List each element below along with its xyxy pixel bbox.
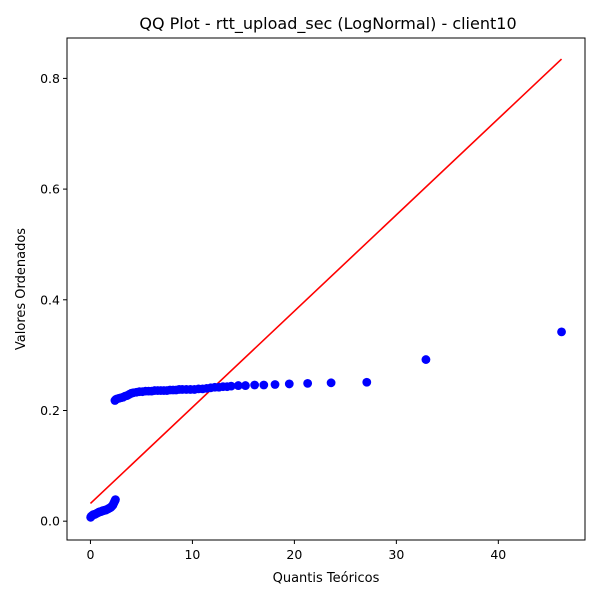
y-tick-label: 0.8 bbox=[40, 71, 60, 86]
chart-title: QQ Plot - rtt_upload_sec (LogNormal) - c… bbox=[139, 14, 516, 34]
data-point bbox=[241, 381, 250, 390]
x-tick-label: 40 bbox=[490, 547, 506, 562]
data-point bbox=[250, 380, 260, 390]
x-axis-label: Quantis Teóricos bbox=[273, 571, 380, 586]
y-axis-label: Valores Ordenados bbox=[14, 228, 29, 350]
data-point bbox=[111, 495, 120, 504]
data-point bbox=[303, 378, 313, 388]
x-tick-label: 30 bbox=[388, 547, 404, 562]
y-tick-label: 0.2 bbox=[40, 403, 60, 418]
data-point bbox=[270, 380, 280, 389]
y-tick-label: 0.0 bbox=[40, 514, 60, 529]
data-point bbox=[233, 381, 243, 390]
x-tick-label: 20 bbox=[286, 547, 302, 562]
data-point bbox=[557, 327, 566, 337]
data-point bbox=[284, 379, 294, 389]
plot-area bbox=[86, 58, 566, 522]
x-tick-label: 0 bbox=[86, 547, 94, 562]
data-point bbox=[421, 355, 431, 364]
data-point bbox=[326, 378, 336, 388]
x-tick-label: 10 bbox=[184, 547, 200, 562]
y-tick-label: 0.4 bbox=[40, 292, 60, 307]
data-point bbox=[226, 381, 236, 391]
data-point bbox=[259, 380, 269, 390]
axes-frame bbox=[66, 37, 586, 541]
reference-line bbox=[89, 58, 563, 505]
data-point bbox=[362, 377, 372, 387]
plot-inner bbox=[86, 58, 566, 522]
y-tick-label: 0.6 bbox=[40, 182, 60, 197]
axes: 0 10 20 30 40 0.0 0.2 0.4 0.6 0.8 bbox=[40, 37, 586, 562]
